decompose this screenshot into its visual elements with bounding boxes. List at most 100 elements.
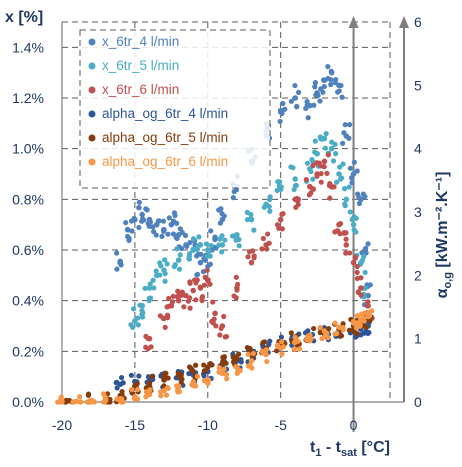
data-point <box>325 63 331 70</box>
y-right-tick-label: 2 <box>414 267 422 283</box>
data-point <box>337 164 343 170</box>
data-point <box>343 196 350 203</box>
data-point <box>291 346 297 352</box>
data-point <box>114 385 120 391</box>
data-point <box>132 383 138 389</box>
data-point <box>175 288 181 294</box>
data-point <box>158 389 164 395</box>
series-group <box>55 308 375 405</box>
data-point <box>332 331 338 337</box>
data-point <box>294 103 300 109</box>
data-point <box>165 375 171 381</box>
y-right-axis-symbol: α <box>434 288 451 298</box>
data-point <box>187 305 193 311</box>
data-point <box>221 354 228 360</box>
y-right-axis-subscript: o,g <box>442 272 454 289</box>
data-point <box>304 160 311 166</box>
data-point <box>338 333 345 339</box>
data-point <box>340 161 346 167</box>
data-point <box>131 215 137 221</box>
legend-marker <box>88 86 96 94</box>
y-left-tick-label: 0.6% <box>12 242 44 258</box>
data-point <box>333 151 339 157</box>
data-point <box>356 200 362 207</box>
y-left-tick-label: 0.0% <box>12 394 44 410</box>
data-point <box>204 267 210 273</box>
data-point <box>274 187 280 194</box>
data-point <box>197 241 203 248</box>
data-point <box>58 394 64 400</box>
legend-label: alpha_og_6tr_4 l/min <box>102 106 228 121</box>
data-point <box>325 335 331 341</box>
data-point <box>236 243 242 249</box>
data-point <box>328 68 334 74</box>
data-point <box>230 359 237 365</box>
data-point <box>91 399 98 405</box>
x-tick-label: -15 <box>125 417 145 433</box>
data-point <box>216 365 222 371</box>
data-point <box>165 231 171 237</box>
data-point <box>170 293 176 299</box>
data-point <box>276 183 282 189</box>
legend-marker <box>88 38 96 46</box>
data-point <box>310 162 316 169</box>
data-point <box>157 260 163 266</box>
data-point <box>216 242 222 248</box>
data-point <box>277 118 283 125</box>
data-point <box>294 195 300 202</box>
data-point <box>222 237 228 243</box>
series-group <box>62 310 374 405</box>
data-point <box>248 215 254 221</box>
data-point <box>87 397 93 404</box>
data-point <box>263 347 269 353</box>
data-point <box>351 227 357 233</box>
data-point <box>359 257 366 263</box>
data-point <box>137 302 143 308</box>
data-point <box>161 228 167 234</box>
data-point <box>192 383 199 389</box>
data-point <box>350 319 357 325</box>
data-point <box>153 232 159 238</box>
data-point <box>363 324 369 330</box>
y-left-axis-label: x [%] <box>5 9 43 26</box>
legend-marker <box>88 158 96 166</box>
data-point <box>249 365 255 371</box>
data-point <box>135 386 141 393</box>
data-point <box>145 335 151 342</box>
data-point <box>150 277 156 283</box>
data-point <box>342 122 348 128</box>
data-point <box>281 344 287 350</box>
data-point <box>118 262 124 268</box>
data-point <box>310 186 316 192</box>
data-point <box>361 318 367 324</box>
x-axis-label-sub2: sat <box>341 447 357 459</box>
data-point <box>77 399 83 405</box>
data-point <box>70 399 76 405</box>
data-point <box>175 370 181 376</box>
data-point <box>230 354 236 360</box>
y-right-axis-unit: [kW.m⁻².K⁻¹] <box>434 172 451 268</box>
data-point <box>261 204 267 210</box>
data-point <box>339 94 345 100</box>
data-point <box>162 257 168 263</box>
data-point <box>208 228 214 234</box>
data-point <box>207 253 213 259</box>
data-point <box>333 76 339 83</box>
data-point <box>292 82 298 89</box>
data-point <box>199 294 206 300</box>
data-point <box>303 105 309 112</box>
data-point <box>248 211 254 218</box>
data-point <box>334 179 340 185</box>
data-point <box>128 372 135 378</box>
data-point <box>250 350 256 357</box>
data-point <box>292 334 298 340</box>
data-point <box>174 383 180 389</box>
data-point <box>136 373 142 379</box>
data-point <box>145 391 151 397</box>
y-right-axis-arrowhead <box>399 16 409 28</box>
data-point <box>179 289 185 295</box>
data-point <box>197 284 203 290</box>
legend-label: x_6tr_5 l/min <box>102 58 179 73</box>
data-point <box>250 248 256 254</box>
